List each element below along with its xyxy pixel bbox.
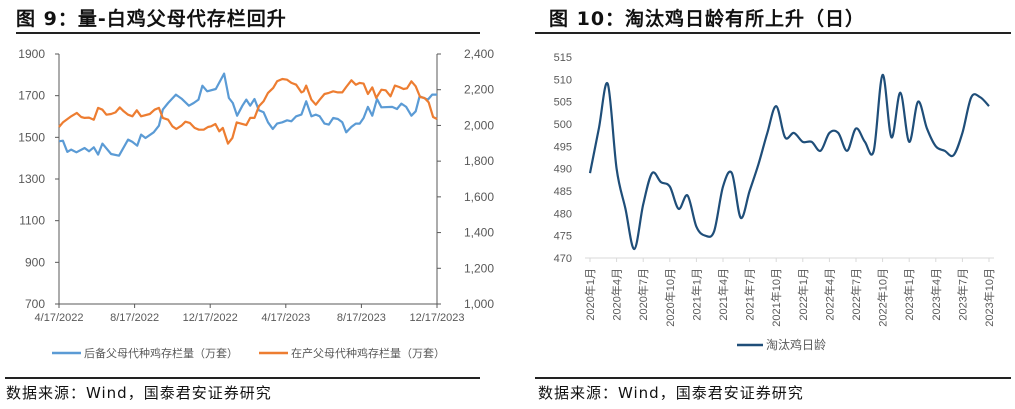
y-tick-label: 485: [554, 186, 572, 198]
x-tick-label: 2022年10月: [876, 268, 890, 327]
left-source-note: 数据来源：Wind，国泰君安证券研究: [6, 384, 272, 402]
x-tick-label: 2022年4月: [822, 268, 836, 321]
y-tick-label: 480: [554, 208, 572, 220]
series-line-cull-age: [588, 73, 990, 251]
x-tick-label: 2020年7月: [636, 268, 650, 321]
x-tick-label: 8/17/2023: [337, 312, 386, 324]
y-right-tick-label: 2,000: [464, 118, 494, 132]
y-left-tick-label: 1300: [18, 172, 45, 186]
y-tick-label: 510: [554, 74, 572, 86]
x-tick-label: 2020年4月: [610, 268, 624, 321]
y-right-tick-label: 2,200: [464, 83, 494, 97]
y-left-tick-label: 700: [25, 297, 45, 311]
y-left-tick-label: 1900: [18, 47, 45, 61]
y-right-tick-label: 1,800: [464, 154, 494, 168]
y-right-tick-label: 1,400: [464, 226, 494, 240]
y-right-tick-label: 1,000: [464, 297, 494, 311]
x-tick-label: 12/17/2023: [409, 312, 464, 324]
right-source-rule: [535, 377, 1011, 379]
y-tick-label: 500: [554, 119, 572, 131]
left-chart-title: 图 9：量-白鸡父母代存栏回升: [16, 8, 287, 30]
x-tick-label: 2021年7月: [743, 268, 757, 321]
x-tick-label: 2020年10月: [663, 268, 677, 327]
x-tick-label: 2021年4月: [716, 268, 730, 321]
y-right-tick-label: 1,200: [464, 261, 494, 275]
x-tick-label: 8/17/2022: [110, 312, 159, 324]
left-source-rule: [5, 377, 480, 379]
y-right-tick-label: 2,400: [464, 47, 494, 61]
x-tick-label: 2023年7月: [955, 268, 969, 321]
x-tick-label: 2021年1月: [689, 268, 703, 321]
y-tick-label: 490: [554, 164, 572, 176]
x-tick-label: 2020年1月: [583, 268, 597, 321]
series-line-producing: [58, 77, 438, 145]
x-tick-label: 2022年1月: [796, 268, 810, 321]
x-tick-label: 2023年10月: [982, 268, 996, 327]
x-tick-label: 4/17/2022: [35, 312, 84, 324]
legend-label: 在产父母代种鸡存栏量（万套）: [291, 346, 445, 360]
y-left-tick-label: 1700: [18, 89, 45, 103]
y-tick-label: 475: [554, 231, 572, 243]
series-line-reserve: [58, 72, 437, 157]
x-tick-label: 2021年10月: [769, 268, 783, 327]
right-chart-title: 图 10：淘汰鸡日龄有所上升（日）: [549, 8, 866, 30]
left-title-rule: [16, 32, 480, 34]
legend-label: 淘汰鸡日龄: [766, 337, 826, 352]
x-tick-label: 4/17/2023: [261, 312, 310, 324]
y-left-tick-label: 900: [25, 255, 45, 269]
right-source-note: 数据来源：Wind，国泰君安证券研究: [538, 384, 804, 402]
y-left-tick-label: 1500: [18, 130, 45, 144]
x-tick-label: 2023年4月: [929, 268, 943, 321]
y-tick-label: 495: [554, 141, 572, 153]
x-tick-label: 2022年7月: [849, 268, 863, 321]
right-title-rule: [535, 32, 1011, 34]
y-tick-label: 505: [554, 97, 572, 109]
y-left-tick-label: 1100: [19, 214, 45, 228]
x-tick-label: 12/17/2022: [183, 312, 238, 324]
y-right-tick-label: 1,600: [464, 190, 494, 204]
x-tick-label: 2023年1月: [902, 268, 916, 321]
y-tick-label: 515: [554, 52, 572, 64]
y-tick-label: 470: [554, 253, 572, 265]
legend-label: 后备父母代种鸡存栏量（万套）: [84, 346, 238, 360]
